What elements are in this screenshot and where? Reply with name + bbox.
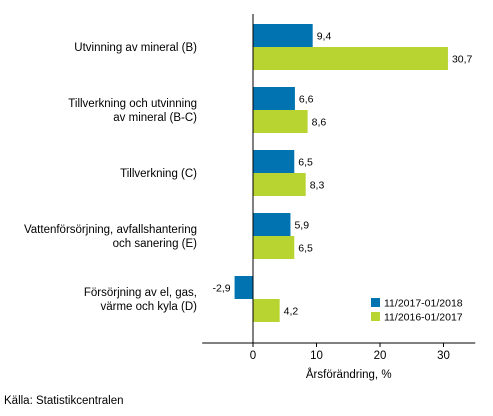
- legend-label: 11/2017-01/2018: [384, 298, 463, 310]
- category-label: av mineral (B-C): [113, 112, 197, 124]
- bar: [253, 213, 291, 236]
- bar: [253, 47, 448, 70]
- x-tick-label: 10: [310, 350, 323, 362]
- x-axis-title: Årsförändring, %: [306, 368, 392, 381]
- bar: [234, 276, 253, 299]
- bar: [253, 150, 295, 173]
- bar: [253, 299, 280, 322]
- source-note: Källa: Statistikcentralen: [4, 395, 124, 407]
- category-label: Tillverkning (C): [120, 168, 197, 180]
- x-tick-label: 0: [250, 350, 256, 362]
- bars: [234, 24, 448, 322]
- x-tick-label: 30: [437, 350, 450, 362]
- category-labels: Utvinning av mineral (B) Tillverkning och…: [24, 42, 197, 313]
- category-label: Försörjning av el, gas,: [84, 287, 197, 299]
- category-label: värme och kyla (D): [101, 301, 198, 313]
- data-label: 6,6: [299, 94, 314, 106]
- bar: [253, 173, 306, 196]
- data-label: 8,3: [310, 180, 325, 192]
- bar: [253, 236, 295, 259]
- data-label: 8,6: [312, 117, 327, 129]
- bar: [253, 87, 295, 110]
- data-label: 30,7: [452, 54, 473, 66]
- data-label: 4,2: [284, 306, 299, 318]
- data-label: 6,5: [298, 157, 313, 169]
- x-tick-label: 20: [374, 350, 387, 362]
- value-labels: 9,4 30,7 6,6 8,6 6,5 8,3 5,9 6,5 -2,9 4,2: [212, 31, 472, 318]
- bar: [253, 110, 308, 133]
- category-label: Vattenförsörjning, avfallshantering: [24, 224, 197, 236]
- data-label: 9,4: [317, 31, 332, 43]
- bar: [253, 24, 313, 47]
- category-label: Tillverkning och utvinning: [68, 98, 197, 110]
- data-label: 6,5: [298, 243, 313, 255]
- legend-swatch: [371, 298, 380, 307]
- legend: 11/2017-01/2018 11/2016-01/2017: [371, 298, 463, 324]
- category-label: och sanering (E): [113, 238, 198, 250]
- data-label: -2,9: [212, 283, 230, 295]
- data-label: 5,9: [294, 220, 309, 232]
- category-label: Utvinning av mineral (B): [74, 42, 197, 54]
- x-axis-ticks: 0 10 20 30: [250, 343, 450, 362]
- legend-label: 11/2016-01/2017: [384, 312, 463, 324]
- legend-swatch: [371, 312, 380, 321]
